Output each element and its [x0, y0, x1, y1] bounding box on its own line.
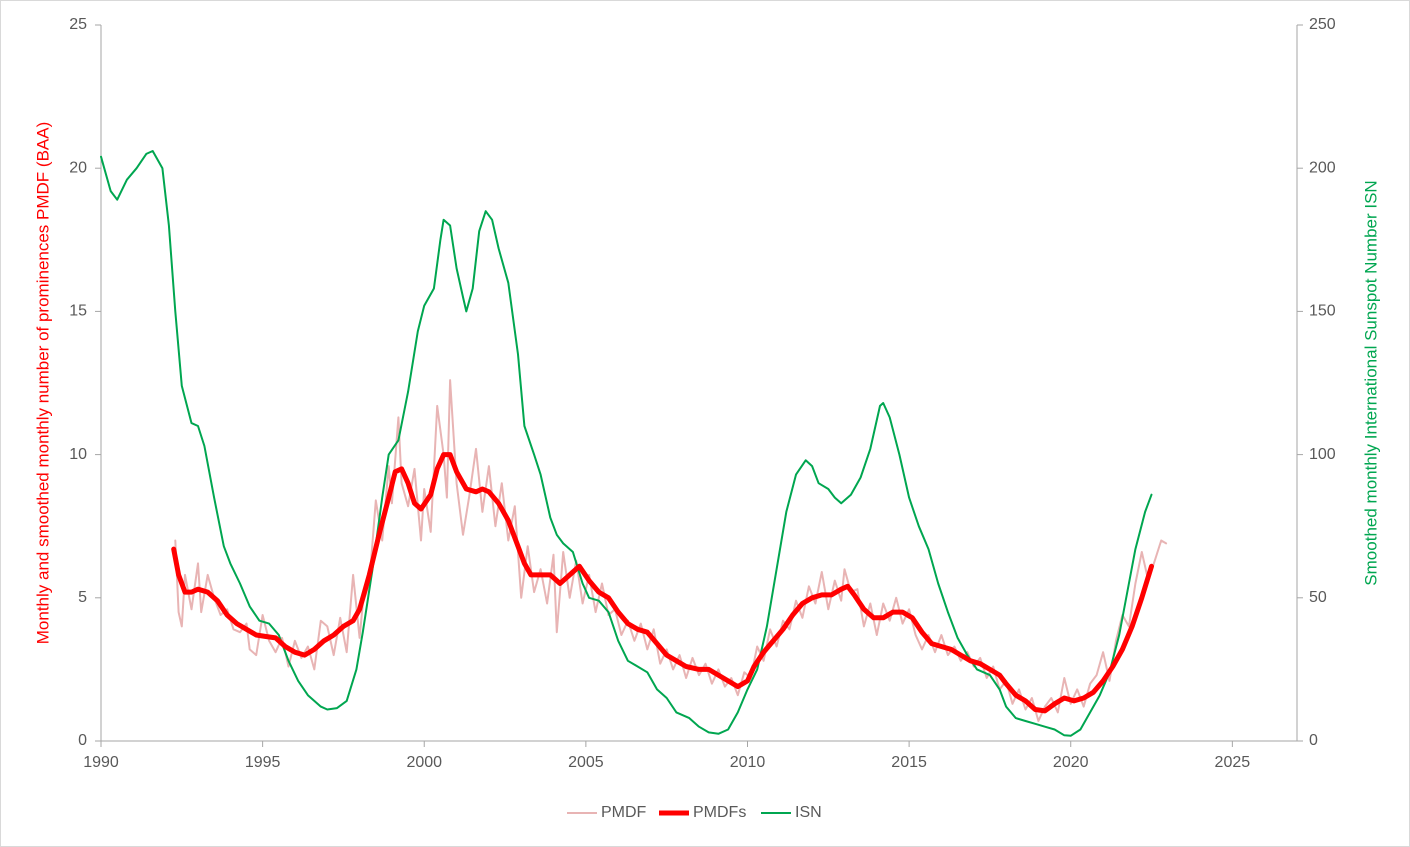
y2-axis-label: Smoothed monthly International Sunspot N…: [1361, 180, 1380, 585]
legend-label: PMDF: [601, 804, 647, 821]
y-tick-label: 10: [69, 446, 87, 463]
x-tick-label: 2015: [891, 754, 927, 771]
y-tick-label: 0: [78, 732, 87, 749]
x-tick-label: 2025: [1215, 754, 1251, 771]
y-axis-label: Monthly and smoothed monthly number of p…: [33, 122, 52, 645]
x-tick-label: 2000: [406, 754, 442, 771]
y2-tick-label: 250: [1309, 16, 1336, 33]
y2-tick-label: 0: [1309, 732, 1318, 749]
x-tick-label: 1995: [245, 754, 281, 771]
legend-label: PMDFs: [693, 804, 746, 821]
y2-tick-label: 200: [1309, 159, 1336, 176]
series-line: [100, 150, 1153, 737]
y2-tick-label: 100: [1309, 446, 1336, 463]
x-tick-label: 2020: [1053, 754, 1089, 771]
y-tick-label: 20: [69, 159, 87, 176]
y2-tick-label: 50: [1309, 589, 1327, 606]
legend-label: ISN: [795, 804, 822, 821]
x-tick-label: 2005: [568, 754, 604, 771]
y-tick-label: 5: [78, 589, 87, 606]
y2-tick-label: 150: [1309, 303, 1336, 320]
x-tick-label: 2010: [730, 754, 766, 771]
y-tick-label: 15: [69, 303, 87, 320]
y-tick-label: 25: [69, 16, 87, 33]
series-line: [171, 452, 1154, 714]
x-tick-label: 1990: [83, 754, 119, 771]
